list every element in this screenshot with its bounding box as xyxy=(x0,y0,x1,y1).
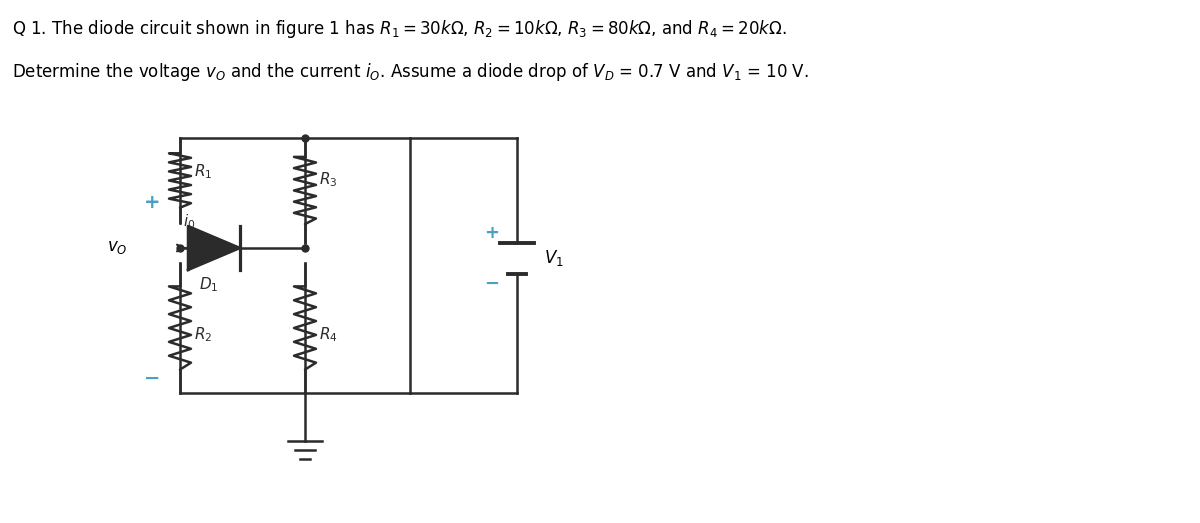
Text: $R_4$: $R_4$ xyxy=(319,325,337,344)
Text: +: + xyxy=(485,223,499,242)
Text: $V_1$: $V_1$ xyxy=(544,248,564,268)
Text: $D_1$: $D_1$ xyxy=(199,275,218,294)
Text: $v_O$: $v_O$ xyxy=(108,240,128,256)
Text: −: − xyxy=(144,369,160,388)
Text: −: − xyxy=(485,275,499,292)
Polygon shape xyxy=(188,226,240,270)
Text: $R_3$: $R_3$ xyxy=(319,170,337,189)
Text: $R_2$: $R_2$ xyxy=(194,325,212,344)
Text: $R_1$: $R_1$ xyxy=(194,163,212,181)
Text: $i_0$: $i_0$ xyxy=(182,212,196,231)
Text: Determine the voltage $\mathit{v_O}$ and the current $\mathit{i_O}$. Assume a di: Determine the voltage $\mathit{v_O}$ and… xyxy=(12,61,809,83)
Text: +: + xyxy=(144,194,161,212)
Text: Q 1. The diode circuit shown in figure 1 has $\mathit{R}_1 = 30k\Omega$, $\mathi: Q 1. The diode circuit shown in figure 1… xyxy=(12,18,787,40)
